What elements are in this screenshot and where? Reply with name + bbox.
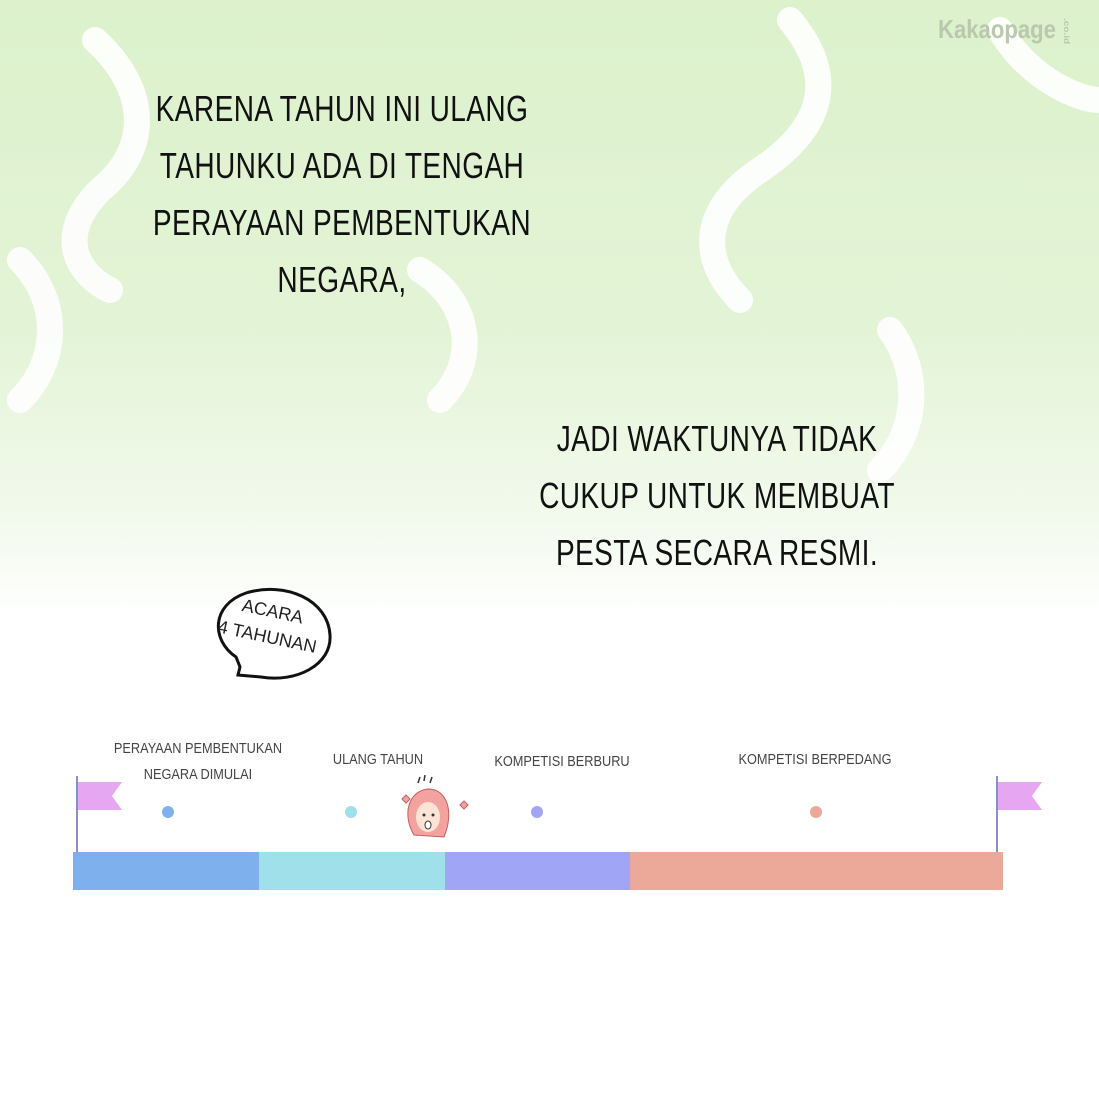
speech-bubble <box>216 588 332 680</box>
event-dot-hunting <box>531 806 543 818</box>
background-squiggles <box>0 0 1099 600</box>
event-label-founding: PERAYAAN PEMBENTUKAN NEGARA DIMULAI <box>113 740 283 783</box>
timeline-segment-birthday <box>259 852 445 890</box>
narration-box-1: KARENA TAHUN INI ULANG TAHUNKU ADA DI TEN… <box>152 88 532 300</box>
timeline-segment-founding <box>73 852 259 890</box>
event-dot-fencing <box>810 806 822 818</box>
timeline-segment-hunting <box>445 852 630 890</box>
kakaopage-watermark: Kakaopage .co.id <box>938 14 1071 45</box>
flag-end-icon <box>998 782 1042 810</box>
timeline-segment-fencing <box>630 852 1003 890</box>
flag-pole-end <box>996 776 998 854</box>
event-label-birthday: ULANG TAHUN <box>332 751 424 768</box>
girl-face-icon <box>401 775 469 838</box>
event-dot-birthday <box>345 806 357 818</box>
event-dot-founding <box>162 806 174 818</box>
flag-start-icon <box>78 782 122 810</box>
event-label-hunting: KOMPETISI BERBURU <box>494 753 630 770</box>
flag-pole-start <box>76 776 78 854</box>
narration-box-2: JADI WAKTUNYA TIDAK CUKUP UNTUK MEMBUAT PE… <box>539 418 895 573</box>
event-label-fencing: KOMPETISI BERPEDANG <box>738 751 892 768</box>
